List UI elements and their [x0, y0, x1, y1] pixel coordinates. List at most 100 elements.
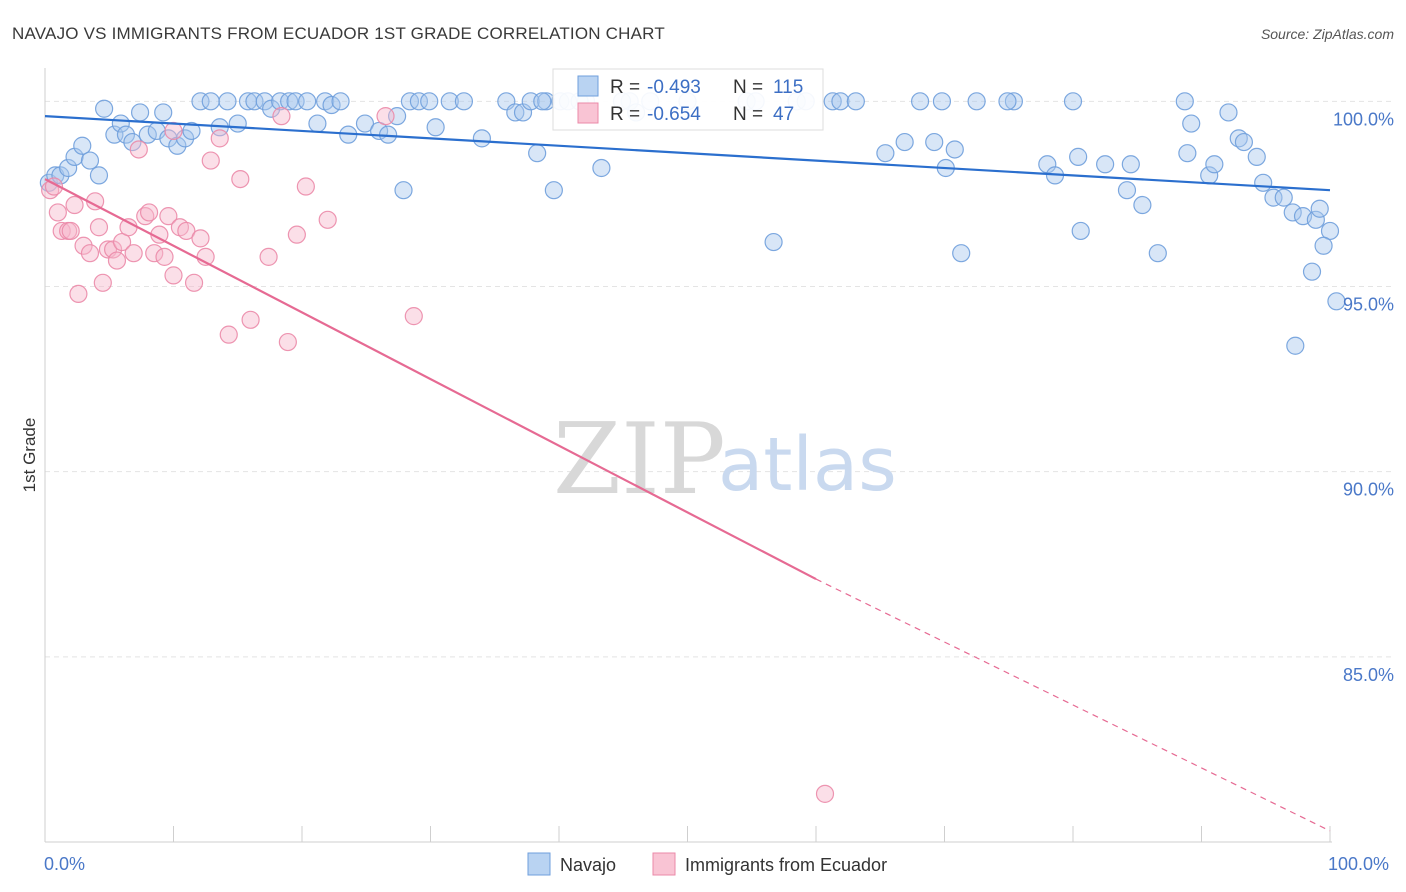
- watermark-zip: ZIP: [553, 403, 726, 517]
- navajo-point-83: [1004, 92, 1023, 111]
- y-tick-label-0: 100.0%: [1333, 109, 1394, 129]
- stats-navajo-r-label: R =: [610, 77, 640, 98]
- ecuador-points: [41, 107, 835, 803]
- stats-navajo-r-value: -0.493: [647, 77, 701, 98]
- ecuador-point-31: [210, 129, 229, 148]
- ecuador-point-20: [145, 244, 164, 263]
- navajo-point-75: [876, 144, 895, 163]
- stats-navajo-swatch: [577, 75, 599, 97]
- navajo-point-105: [1283, 203, 1302, 222]
- stats-ecuador-r-label: R =: [610, 104, 640, 125]
- stats-box: R = -0.493 N = 115 R = -0.654 N = 47: [552, 68, 824, 131]
- navajo-point-25: [228, 114, 247, 133]
- navajo-point-101: [1247, 147, 1266, 166]
- navajo-point-104: [1274, 188, 1293, 207]
- navajo-point-72: [823, 92, 842, 111]
- navajo-point-43: [394, 181, 413, 200]
- ecuador-point-7: [80, 244, 100, 263]
- navajo-point-39: [355, 114, 375, 133]
- ecuador-point-4: [65, 195, 84, 215]
- ecuador-point-17: [129, 140, 148, 159]
- x-tick-label-min: 0.0%: [44, 854, 85, 874]
- navajo-point-13: [130, 103, 150, 122]
- legend-navajo-swatch: [527, 852, 551, 876]
- navajo-point-77: [910, 92, 930, 111]
- navajo-point-97: [1205, 155, 1224, 174]
- stats-ecuador-r-value: -0.654: [647, 104, 701, 125]
- ecuador-point-37: [278, 332, 297, 352]
- y-tick-label-2: 90.0%: [1343, 480, 1394, 500]
- ecuador-point-35: [259, 247, 278, 266]
- navajo-trend-line: [44, 115, 1331, 192]
- ecuador-point-30: [201, 151, 220, 170]
- ecuador-point-5: [69, 284, 88, 304]
- navajo-point-69: [764, 232, 783, 252]
- x-tick-label-max: 100.0%: [1328, 854, 1389, 874]
- navajo-point-22: [201, 92, 220, 111]
- y-tick-label-3: 85.0%: [1343, 665, 1394, 685]
- ecuador-point-23: [159, 207, 178, 226]
- navajo-point-20: [182, 121, 201, 141]
- navajo-point-102: [1254, 173, 1273, 192]
- navajo-point-33: [298, 92, 317, 111]
- navajo-point-86: [1069, 147, 1088, 166]
- navajo-point-94: [1178, 144, 1197, 163]
- navajo-point-37: [331, 92, 350, 111]
- navajo-point-87: [1071, 221, 1090, 241]
- navajo-point-78: [925, 132, 944, 152]
- legend-ecuador-swatch: [652, 852, 676, 876]
- navajo-point-59: [544, 181, 563, 200]
- y-tick-label-1: 95.0%: [1343, 294, 1394, 314]
- navajo-point-112: [1286, 336, 1305, 355]
- navajo-point-24: [218, 92, 237, 111]
- navajo-point-92: [1148, 244, 1167, 263]
- navajo-point-116: [932, 92, 952, 111]
- navajo-point-100: [1234, 132, 1254, 152]
- navajo-point-36: [322, 95, 341, 115]
- navajo-point-8: [95, 99, 114, 118]
- ecuador-point-28: [191, 229, 210, 248]
- ecuador-point-13: [107, 251, 127, 270]
- navajo-point-18: [168, 136, 187, 155]
- ecuador-point-42: [404, 307, 423, 326]
- navajo-point-50: [472, 129, 491, 148]
- ecuador-point-41: [376, 107, 395, 126]
- y-axis-label: 1st Grade: [20, 418, 39, 493]
- navajo-point-111: [1314, 236, 1333, 255]
- navajo-point-109: [1310, 199, 1329, 218]
- ecuador-point-6: [74, 236, 93, 255]
- ecuador-point-34: [241, 310, 260, 329]
- ecuador-point-9: [89, 218, 109, 237]
- navajo-point-28: [255, 92, 274, 111]
- navajo-point-114: [1063, 92, 1083, 111]
- navajo-point-16: [154, 103, 173, 122]
- ecuador-point-10: [93, 273, 112, 292]
- navajo-point-88: [1096, 155, 1115, 174]
- navajo-point-14: [138, 125, 157, 144]
- navajo-point-98: [1219, 103, 1238, 122]
- ecuador-point-33: [231, 170, 250, 189]
- ecuador-trend-extension: [815, 578, 1331, 832]
- ecuador-point-46: [61, 221, 80, 241]
- ecuador-point-40: [318, 210, 337, 229]
- navajo-point-7: [89, 166, 109, 185]
- ecuador-point-26: [177, 221, 196, 241]
- navajo-point-115: [998, 92, 1017, 111]
- navajo-point-113: [1327, 292, 1346, 311]
- navajo-point-55: [528, 144, 547, 163]
- navajo-point-45: [409, 92, 429, 111]
- navajo-point-6: [80, 151, 100, 170]
- ecuador-point-32: [219, 325, 238, 344]
- stats-ecuador-swatch: [577, 102, 599, 124]
- navajo-point-60: [533, 92, 552, 111]
- ecuador-point-43: [164, 121, 183, 141]
- ecuador-point-1: [48, 203, 67, 222]
- ecuador-point-27: [184, 273, 204, 292]
- stats-navajo-n-value: 115: [773, 77, 803, 98]
- navajo-point-82: [967, 92, 986, 111]
- ecuador-point-24: [164, 266, 183, 285]
- navajo-point-89: [1117, 181, 1137, 200]
- navajo-point-107: [1302, 262, 1322, 281]
- navajo-point-91: [1133, 195, 1152, 215]
